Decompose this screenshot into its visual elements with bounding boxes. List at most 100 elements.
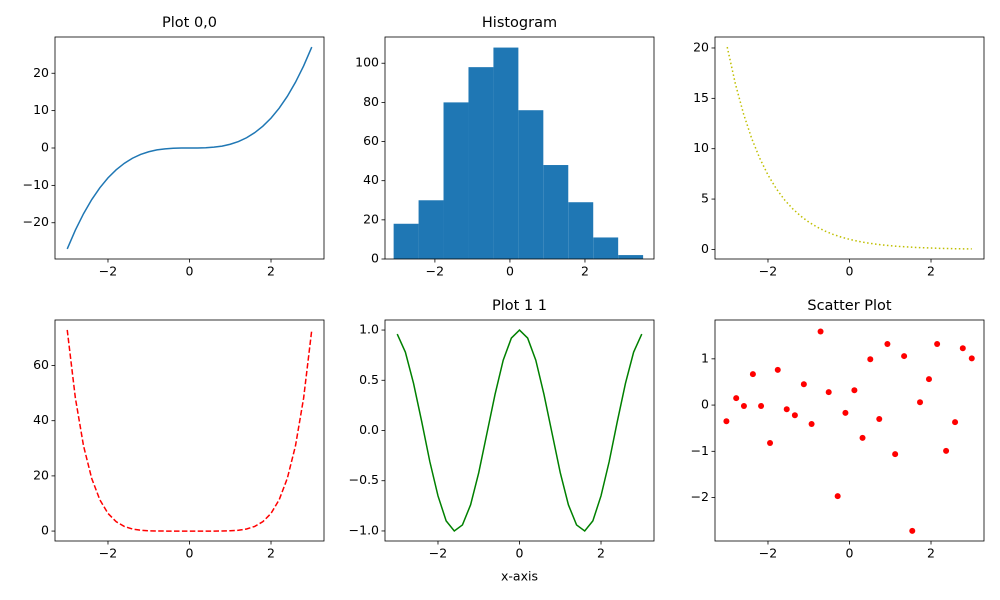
x-tick-label: −2 — [99, 546, 117, 561]
axes-frame — [714, 319, 985, 542]
histogram-bar — [468, 67, 494, 259]
scatter-point — [808, 421, 815, 428]
x-axis-label: x-axis — [501, 569, 538, 584]
histogram-bar — [443, 102, 469, 259]
y-tick-label: 10 — [33, 102, 49, 117]
scatter-point — [783, 406, 790, 413]
y-tick-label: 1.0 — [359, 322, 379, 337]
scatter-point — [791, 412, 798, 419]
x-tick-label: 0 — [186, 264, 194, 279]
y-tick-label: −20 — [23, 214, 49, 229]
x-tick-label: 0 — [506, 264, 514, 279]
y-tick-label: 40 — [363, 172, 379, 187]
y-tick-label: −1.0 — [349, 522, 379, 537]
subplot-title: Histogram — [482, 15, 557, 31]
histogram-bar — [418, 200, 444, 259]
line — [66, 46, 313, 250]
y-tick-label: 20 — [363, 211, 379, 226]
line — [66, 329, 313, 532]
x-tick-label: −2 — [426, 264, 444, 279]
scatter-point — [749, 371, 756, 378]
y-tick-label: 60 — [363, 133, 379, 148]
scatter-point — [842, 409, 849, 416]
scatter-point — [733, 395, 740, 402]
scatter-point — [943, 447, 950, 454]
scatter-point — [876, 415, 883, 422]
scatter-point — [934, 341, 941, 348]
y-tick-label: 10 — [693, 140, 709, 155]
scatter-point — [851, 387, 858, 394]
scatter-point — [867, 356, 874, 363]
y-tick-label: 5 — [701, 191, 709, 206]
y-tick-label: 80 — [363, 94, 379, 109]
histogram-bar — [568, 202, 594, 259]
subplot-title: Scatter Plot — [807, 298, 892, 314]
y-tick-label: 0.0 — [359, 422, 379, 437]
y-tick-label: 0 — [701, 241, 709, 256]
line — [726, 46, 972, 250]
y-tick-label: 40 — [33, 412, 49, 427]
y-tick-label: 0 — [41, 140, 49, 155]
x-tick-label: 2 — [581, 264, 589, 279]
scatter-point — [884, 341, 891, 348]
scatter-point — [817, 328, 824, 335]
axes-frame — [384, 36, 655, 260]
x-tick-label: 2 — [927, 264, 935, 279]
scatter-point — [774, 366, 781, 373]
y-tick-label: −0.5 — [349, 472, 379, 487]
y-tick-label: 20 — [33, 65, 49, 80]
x-tick-label: 2 — [267, 264, 275, 279]
y-tick-label: −2 — [691, 489, 709, 504]
axes-frame — [54, 319, 325, 542]
subplot-title: Plot 0,0 — [162, 15, 217, 31]
scatter-point — [925, 376, 932, 383]
scatter-point — [723, 418, 730, 425]
scatter-point — [859, 434, 866, 441]
x-tick-label: 0 — [516, 546, 524, 561]
scatter-point — [767, 439, 774, 446]
axes-frame — [384, 319, 655, 542]
y-tick-label: 0 — [701, 397, 709, 412]
x-tick-label: 2 — [597, 546, 605, 561]
histogram-bar — [618, 255, 644, 259]
y-tick-label: 0.5 — [359, 372, 379, 387]
histogram-bar — [518, 110, 544, 259]
y-tick-label: 100 — [355, 55, 379, 70]
y-tick-label: 0 — [371, 251, 379, 266]
y-tick-label: 20 — [693, 39, 709, 54]
y-tick-label: 15 — [693, 90, 709, 105]
scatter-point — [758, 402, 765, 409]
scatter-point — [800, 381, 807, 388]
line — [396, 328, 643, 532]
x-tick-label: 0 — [846, 264, 854, 279]
scatter-point — [834, 493, 841, 500]
x-tick-label: −2 — [429, 546, 447, 561]
scatter-point — [740, 402, 747, 409]
y-tick-label: 60 — [33, 357, 49, 372]
histogram-bar — [393, 223, 419, 259]
scatter-point — [909, 527, 916, 534]
scatter-point — [825, 389, 832, 396]
x-tick-label: 0 — [846, 546, 854, 561]
x-tick-label: 2 — [267, 546, 275, 561]
y-tick-label: 1 — [701, 350, 709, 365]
subplot-title: Plot 1 1 — [492, 298, 547, 314]
x-tick-label: −2 — [99, 264, 117, 279]
histogram-bar — [593, 237, 619, 259]
x-tick-label: 2 — [927, 546, 935, 561]
y-tick-label: −10 — [23, 177, 49, 192]
scatter-point — [952, 419, 959, 426]
histogram-bar — [543, 165, 569, 259]
x-tick-label: 0 — [186, 546, 194, 561]
y-tick-label: 20 — [33, 467, 49, 482]
scatter-point — [968, 355, 975, 362]
scatter-point — [917, 399, 924, 406]
scatter-point — [901, 353, 908, 360]
y-tick-label: −1 — [691, 443, 709, 458]
y-tick-label: 0 — [41, 523, 49, 538]
x-tick-label: −2 — [759, 264, 777, 279]
scatter-point — [892, 451, 899, 458]
x-tick-label: −2 — [759, 546, 777, 561]
histogram-bar — [493, 47, 519, 260]
